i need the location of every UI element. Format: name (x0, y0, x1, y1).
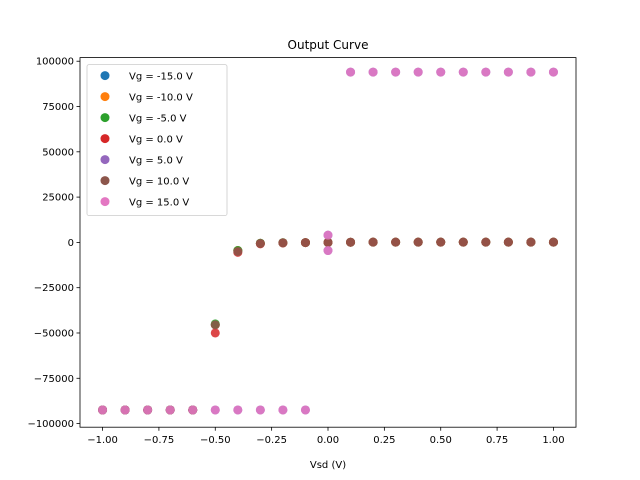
data-point (368, 67, 378, 77)
data-point (413, 237, 423, 247)
chart-title: Output Curve (288, 38, 369, 52)
data-point (391, 67, 401, 77)
data-point (391, 237, 401, 247)
data-point (255, 238, 265, 248)
legend-marker (100, 197, 110, 207)
y-tick-label: 100000 (36, 57, 74, 68)
data-point (458, 67, 468, 77)
x-tick-label: −0.75 (144, 435, 175, 446)
x-tick-label: −0.50 (200, 435, 231, 446)
data-point (458, 237, 468, 247)
legend: Vg = -15.0 V Vg = -10.0 V Vg = -5.0 V Vg = … (86, 64, 228, 216)
data-point (368, 237, 378, 247)
data-points-layer (98, 67, 558, 415)
y-tick-label: 25000 (42, 193, 74, 204)
x-tick-label: −0.25 (256, 435, 287, 446)
data-point (548, 237, 558, 247)
legend-marker (100, 176, 110, 186)
x-tick-label: −1.00 (87, 435, 118, 446)
data-point (233, 405, 243, 415)
data-point (210, 320, 220, 330)
legend-label: Vg = 15.0 V (129, 198, 189, 209)
legend-box (86, 64, 228, 216)
y-tick-label: −100000 (27, 419, 74, 430)
legend-label: Vg = -15.0 V (129, 72, 193, 83)
x-tick-label: 0.25 (373, 435, 395, 446)
data-point (210, 328, 220, 338)
y-tick-label: 50000 (42, 147, 74, 158)
data-point (98, 405, 108, 415)
y-tick-label: 0 (68, 238, 74, 249)
data-point (143, 405, 153, 415)
y-axis: −100000 −75000 −50000 −25000 0 25000 50000 7500… (27, 57, 80, 430)
x-axis-label: Vsd (V) (310, 460, 346, 471)
data-point (300, 238, 310, 248)
data-point (503, 237, 513, 247)
data-point (503, 67, 513, 77)
x-tick-label: 0.00 (317, 435, 339, 446)
legend-label: Vg = -10.0 V (129, 93, 193, 104)
legend-marker (100, 134, 110, 144)
legend-marker (100, 92, 110, 102)
data-point (481, 237, 491, 247)
x-tick-label: 1.00 (542, 435, 564, 446)
y-tick-label: 75000 (42, 102, 74, 113)
data-point (165, 405, 175, 415)
legend-label: Vg = 0.0 V (129, 135, 183, 146)
data-point (413, 67, 423, 77)
data-point (323, 230, 333, 240)
data-point (188, 405, 198, 415)
data-point (346, 67, 356, 77)
legend-marker (100, 113, 110, 123)
data-point (346, 237, 356, 247)
y-tick-label: −25000 (34, 283, 74, 294)
data-point (526, 67, 536, 77)
y-tick-label: −50000 (34, 328, 74, 339)
legend-label: Vg = -5.0 V (129, 114, 187, 125)
data-point (323, 246, 333, 256)
y-tick-label: −75000 (34, 374, 74, 385)
data-point (120, 405, 130, 415)
data-point (436, 67, 446, 77)
legend-label: Vg = 5.0 V (129, 156, 183, 167)
data-point (278, 405, 288, 415)
legend-marker (100, 155, 110, 165)
data-point (481, 67, 491, 77)
data-point (210, 405, 220, 415)
data-point (526, 237, 536, 247)
x-tick-label: 0.75 (486, 435, 508, 446)
data-point (255, 405, 265, 415)
x-axis: −1.00 −0.75 −0.50 −0.25 0.00 0.25 0.50 0.75 1.00 (87, 427, 565, 446)
data-point (323, 237, 333, 247)
data-point (436, 237, 446, 247)
data-point (548, 67, 558, 77)
x-tick-label: 0.50 (430, 435, 452, 446)
data-point (278, 238, 288, 248)
data-point (233, 246, 243, 256)
data-point (300, 405, 310, 415)
legend-marker (100, 71, 110, 81)
legend-label: Vg = 10.0 V (129, 177, 189, 188)
